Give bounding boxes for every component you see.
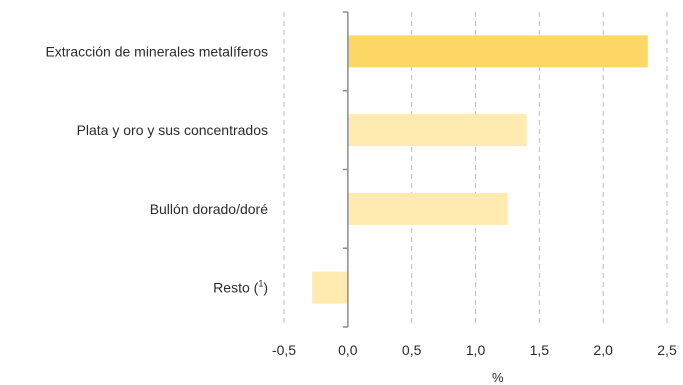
x-tick-label: -0,5 [272,342,296,358]
x-tick-label: 1,0 [466,342,486,358]
category-label: Bullón dorado/doré [150,201,269,217]
grid-lines [283,12,668,327]
x-tick-label: 1,5 [530,342,550,358]
x-tick-label: 2,0 [593,342,613,358]
x-tick-labels: -0,5 0,0 0,5 1,0 1,5 2,0 2,5 [272,342,677,358]
x-tick-label: 2,5 [657,342,677,358]
category-label: Resto (1) [213,279,268,296]
category-label: Plata y oro y sus concentrados [77,122,268,138]
category-axis [342,11,349,328]
category-labels: Extracción de minerales metalíferos Plata… [45,43,268,295]
category-label: Extracción de minerales metalíferos [45,43,268,59]
bar [347,192,508,225]
footnote-marker: 1 [258,279,263,289]
bar [347,114,527,147]
x-axis-label: % [492,370,504,385]
x-tick-label: 0,5 [402,342,422,358]
bar [312,271,348,304]
bar [347,35,648,68]
bars [312,35,648,304]
x-tick-label: 0,0 [338,342,358,358]
